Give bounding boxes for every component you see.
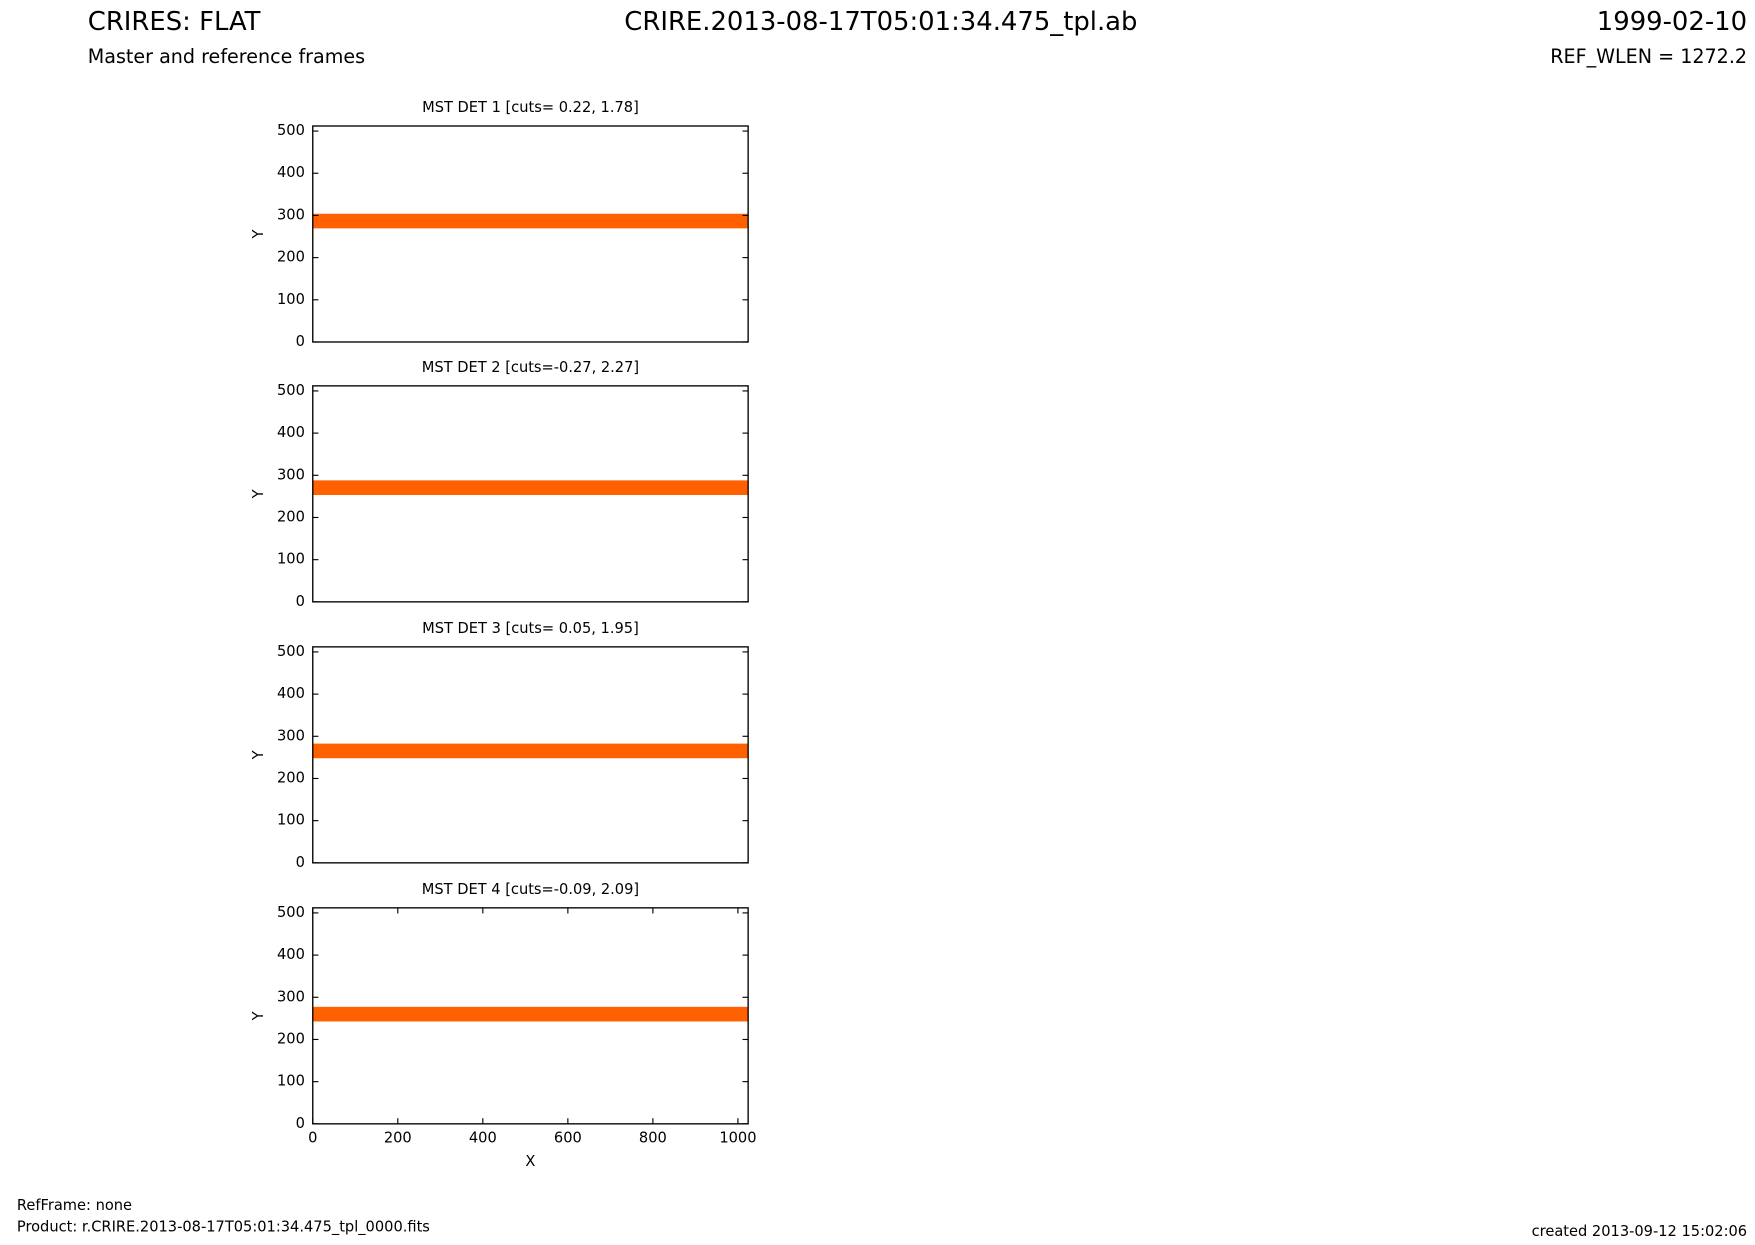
- x-tick-label: 400: [469, 1129, 497, 1146]
- x-tick-label: 1000: [719, 1129, 756, 1146]
- y-label: Y: [250, 229, 267, 239]
- y-tick-label: 300: [277, 727, 305, 744]
- ref-wlen: REF_WLEN = 1272.2: [1550, 45, 1747, 68]
- refframe: RefFrame: none: [17, 1197, 132, 1214]
- y-tick-label: 200: [277, 1030, 305, 1047]
- y-tick-label: 500: [277, 382, 305, 399]
- y-tick-label: 500: [277, 904, 305, 921]
- y-tick-label: 400: [277, 164, 305, 181]
- y-tick-label: 100: [277, 291, 305, 308]
- y-tick-label: 400: [277, 946, 305, 963]
- y-label: Y: [250, 1011, 267, 1021]
- y-tick-label: 100: [277, 812, 305, 829]
- created: created 2013-09-12 15:02:06: [1532, 1223, 1747, 1240]
- y-tick-label: 400: [277, 424, 305, 441]
- y-tick-label: 100: [277, 551, 305, 568]
- y-tick-label: 0: [296, 593, 305, 610]
- spectrum-band: [312, 1006, 749, 1022]
- panel-title: MST DET 2 [cuts=-0.27, 2.27]: [422, 359, 639, 376]
- y-tick-label: 500: [277, 643, 305, 660]
- x-tick-label: 800: [639, 1129, 667, 1146]
- product: Product: r.CRIRE.2013-08-17T05:01:34.475…: [17, 1218, 430, 1235]
- y-tick-label: 0: [296, 333, 305, 350]
- x-tick-label: 200: [384, 1129, 412, 1146]
- y-tick-label: 200: [277, 508, 305, 525]
- frame: [312, 125, 749, 343]
- spectrum-band: [312, 480, 749, 495]
- y-tick-label: 300: [277, 206, 305, 223]
- file-name: CRIRE.2013-08-17T05:01:34.475_tpl.ab: [624, 7, 1137, 37]
- x-tick-label: 0: [308, 1129, 317, 1146]
- panel-title: MST DET 1 [cuts= 0.22, 1.78]: [422, 99, 639, 116]
- y-tick-label: 0: [296, 1115, 305, 1132]
- page-subtitle: Master and reference frames: [88, 45, 365, 68]
- y-tick-label: 300: [277, 988, 305, 1005]
- y-tick-label: 400: [277, 685, 305, 702]
- y-tick-label: 200: [277, 769, 305, 786]
- x-label: X: [525, 1153, 535, 1170]
- frame: [312, 385, 749, 603]
- panel-title: MST DET 4 [cuts=-0.09, 2.09]: [422, 881, 639, 898]
- date: 1999-02-10: [1597, 7, 1747, 37]
- y-label: Y: [250, 489, 267, 499]
- panel-title: MST DET 3 [cuts= 0.05, 1.95]: [422, 620, 639, 637]
- y-tick-label: 200: [277, 249, 305, 266]
- spectrum-band: [312, 743, 749, 759]
- frame: [312, 907, 749, 1125]
- y-label: Y: [250, 750, 267, 760]
- y-tick-label: 500: [277, 122, 305, 139]
- y-tick-label: 0: [296, 854, 305, 871]
- y-tick-label: 300: [277, 466, 305, 483]
- page-title: CRIRES: FLAT: [88, 7, 261, 37]
- x-tick-label: 600: [554, 1129, 582, 1146]
- y-tick-label: 100: [277, 1073, 305, 1090]
- spectrum-band: [312, 213, 749, 229]
- frame: [312, 646, 749, 864]
